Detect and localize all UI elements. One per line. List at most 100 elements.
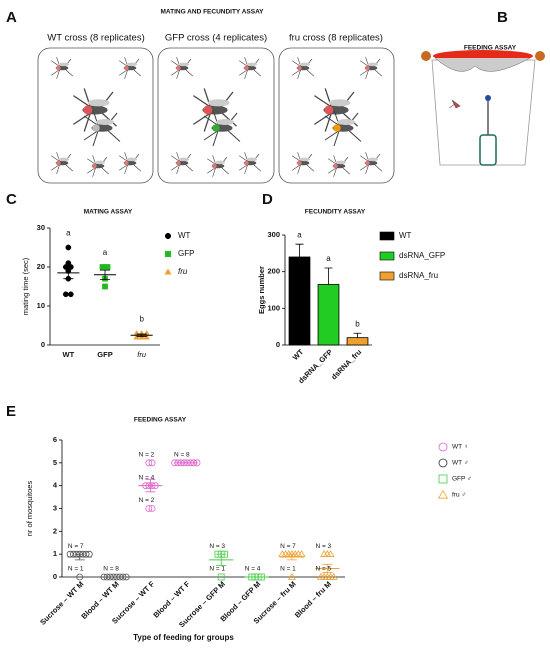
n-label: N = 3 [315, 543, 331, 550]
box [278, 47, 395, 184]
n-label: N = 7 [68, 543, 84, 550]
group-label: WT cross (8 replicates) [47, 33, 144, 44]
mosquito-wing [126, 62, 138, 67]
panel-title: MATING AND FECUNDITY ASSAY [160, 9, 264, 16]
group [316, 550, 338, 580]
y-tick-label: 0 [41, 340, 45, 349]
legend-label: WT [399, 231, 412, 240]
mosquito-abdomen [92, 124, 100, 132]
y-tick-label: 5 [53, 458, 57, 467]
box [157, 47, 275, 184]
y-tick-label: 4 [53, 481, 58, 490]
mosquito-wing [367, 157, 379, 162]
point [148, 505, 156, 512]
mosquito [87, 155, 110, 177]
point [133, 329, 140, 336]
legend-label: fru [178, 267, 188, 276]
mosquito-abdomen [176, 65, 181, 71]
point [143, 329, 150, 336]
annotation: a [326, 254, 331, 263]
y-axis-label: mating time (sec) [21, 257, 30, 315]
point [104, 264, 111, 270]
mosquito-abdomen [365, 65, 370, 71]
mosquito-wing [246, 157, 258, 162]
bar [288, 256, 311, 346]
point [145, 505, 153, 512]
y-axis-label: Eggs number [257, 266, 266, 314]
y-tick-label: 6 [53, 435, 57, 444]
point [287, 572, 296, 580]
mosquito [360, 57, 383, 79]
mosquitoes [51, 57, 383, 177]
n-label: N = 8 [174, 452, 190, 459]
error-bar [286, 553, 297, 561]
n-label: N = 1 [68, 566, 84, 573]
error-bar [295, 243, 304, 257]
panel-letter: A [6, 9, 17, 26]
y-tick-label: 300 [267, 230, 280, 239]
point [437, 489, 449, 499]
legend-label: WT [178, 231, 191, 240]
point [65, 244, 72, 251]
x-tick-label: fru [137, 350, 147, 359]
mosquito-wing [337, 119, 355, 125]
y-tick-label: 1 [53, 549, 57, 558]
n-label: N = 5 [315, 566, 331, 573]
legend-label: dsRNA_GFP [399, 251, 445, 260]
mosquito-wing [58, 62, 70, 67]
error-bar [63, 266, 74, 280]
legend-marker [164, 250, 172, 258]
bar [346, 337, 369, 346]
legend-label: WT ♂ [452, 460, 469, 467]
mosquito-wing [216, 119, 234, 125]
y-tick-label: 0 [53, 572, 57, 581]
x-tick-label: WT [291, 347, 306, 362]
legend-label: WT ♀ [452, 444, 469, 451]
mosquito [360, 152, 383, 174]
y-tick-label: 0 [276, 340, 280, 349]
mosquito-wing [335, 160, 347, 165]
mosquito-wing [214, 160, 226, 165]
y-tick-label: 100 [267, 303, 280, 312]
n-label: N = 2 [139, 452, 155, 459]
mosquito [292, 152, 315, 174]
error-bar [136, 333, 147, 337]
x-tick-label: GFP [97, 350, 112, 359]
group-label: GFP cross (4 replicates) [165, 33, 267, 44]
panel-letter: C [6, 191, 17, 208]
point [99, 264, 106, 270]
mosquito [239, 152, 262, 174]
mosquito-wing [367, 62, 379, 67]
error-bar [353, 332, 362, 338]
error-bar [145, 479, 156, 493]
mosquito-wing [87, 99, 110, 107]
mosquito-boxes [37, 47, 395, 184]
legend-label: GFP [178, 249, 194, 258]
point [62, 291, 69, 298]
chart-title: MATING ASSAY [84, 209, 133, 216]
panel-title: FEEDING ASSAY [464, 45, 517, 52]
y-tick-label: 10 [37, 301, 45, 310]
mosquito [292, 57, 315, 79]
y-tick-label: 2 [53, 526, 57, 535]
mosquito-abdomen [297, 160, 302, 166]
mosquito [73, 88, 118, 132]
x-tick-label: dsRNA_fru [329, 347, 363, 381]
box [37, 47, 154, 184]
mosquito-abdomen [212, 124, 220, 132]
point [145, 459, 153, 467]
y-tick-label: 30 [37, 223, 45, 232]
mosquito-wing [246, 62, 258, 67]
y-tick-label: 20 [37, 262, 45, 271]
mosquito [171, 57, 194, 79]
error-bar [322, 563, 333, 573]
bar [317, 284, 340, 346]
mosquito-abdomen [212, 163, 217, 169]
panel-letter: E [6, 403, 16, 420]
mosquito-wing [328, 99, 351, 107]
point [67, 291, 74, 298]
error-bar [74, 553, 85, 561]
mosquito-abdomen [297, 65, 302, 71]
point [438, 442, 448, 452]
